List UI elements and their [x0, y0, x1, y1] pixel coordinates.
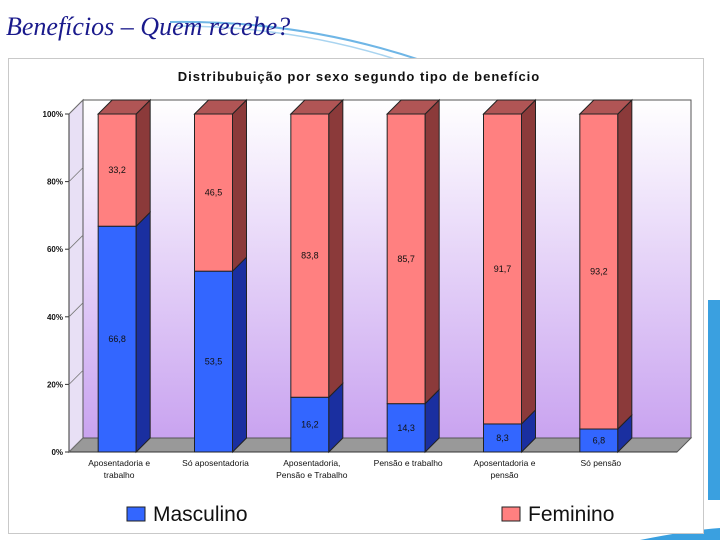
- x-category-label: Só aposentadoria: [182, 458, 249, 468]
- x-category-label: pensão: [491, 470, 519, 480]
- bar-side-feminino: [232, 98, 247, 273]
- bar-side-feminino: [521, 98, 536, 426]
- data-label-feminino: 33,2: [108, 165, 126, 175]
- right-edge-decoration: [708, 300, 720, 500]
- bar-top-feminino: [96, 99, 152, 115]
- x-category-label: Aposentadoria e: [474, 458, 536, 468]
- y-tick-depth-line: [68, 167, 84, 182]
- x-category-label: Pensão e trabalho: [374, 458, 443, 468]
- data-label-feminino: 85,7: [397, 254, 415, 264]
- x-category-label: Pensão e Trabalho: [276, 470, 348, 480]
- bar-side-feminino: [424, 98, 440, 405]
- y-tick-label: 40%: [47, 313, 63, 322]
- legend-label-feminino: Feminino: [528, 503, 614, 526]
- data-label-masculino: 14,3: [397, 423, 415, 433]
- stacked-bar-chart: Distribubuição por sexo segundo tipo de …: [43, 69, 693, 526]
- data-label-masculino: 53,5: [205, 357, 223, 367]
- data-label-masculino: 6,8: [593, 436, 606, 446]
- chart-title: Distribubuição por sexo segundo tipo de …: [178, 69, 540, 84]
- chart-side-wall: [68, 98, 84, 454]
- x-category-label: Só pensão: [581, 458, 622, 468]
- data-label-masculino: 8,3: [496, 433, 509, 443]
- bar-segment-masculino: [97, 225, 137, 453]
- x-category-label: trabalho: [104, 470, 135, 480]
- y-tick-depth-line: [68, 234, 84, 250]
- y-tick-depth-line: [68, 437, 84, 453]
- data-label-feminino: 91,7: [494, 264, 512, 274]
- chart-panel: Distribubuição por sexo segundo tipo de …: [8, 58, 704, 534]
- x-category-label: Aposentadoria e: [88, 458, 150, 468]
- bar-top-feminino: [578, 99, 634, 115]
- slide-title: Benefícios – Quem recebe?: [6, 12, 291, 41]
- bar-segment-masculino: [290, 396, 330, 453]
- bar-side-masculino: [232, 255, 247, 454]
- bar-top-feminino: [193, 99, 248, 115]
- title-swoosh-decoration: [169, 20, 421, 65]
- bar-segment-feminino: [579, 113, 619, 430]
- bar-side-feminino: [328, 98, 344, 399]
- bar-segment-feminino: [194, 113, 233, 272]
- y-tick-label: 100%: [43, 110, 63, 119]
- data-label-masculino: 66,8: [108, 334, 126, 344]
- y-tick-label: 20%: [47, 380, 63, 389]
- bar-side-feminino: [617, 98, 633, 431]
- legend-swatch-feminino: [501, 506, 521, 522]
- x-category-label: Aposentadoria,: [283, 458, 340, 468]
- y-tick-label: 80%: [47, 178, 63, 187]
- y-tick-depth-line: [68, 99, 84, 115]
- bar-top-feminino: [289, 99, 345, 115]
- data-label-feminino: 83,8: [301, 251, 319, 261]
- data-label-feminino: 93,2: [590, 267, 608, 277]
- data-label-masculino: 16,2: [301, 420, 319, 430]
- bar-top-feminino: [385, 99, 441, 115]
- bar-side-feminino: [135, 98, 151, 228]
- legend-swatch-masculino: [126, 506, 146, 522]
- data-label-feminino: 46,5: [205, 188, 223, 198]
- y-tick-depth-line: [68, 370, 84, 385]
- bar-top-feminino: [482, 99, 537, 115]
- y-tick-label: 60%: [47, 245, 63, 254]
- bar-side-masculino: [135, 211, 151, 454]
- legend-label-masculino: Masculino: [153, 503, 248, 526]
- y-tick-label: 0%: [51, 448, 63, 457]
- y-tick-depth-line: [68, 302, 84, 318]
